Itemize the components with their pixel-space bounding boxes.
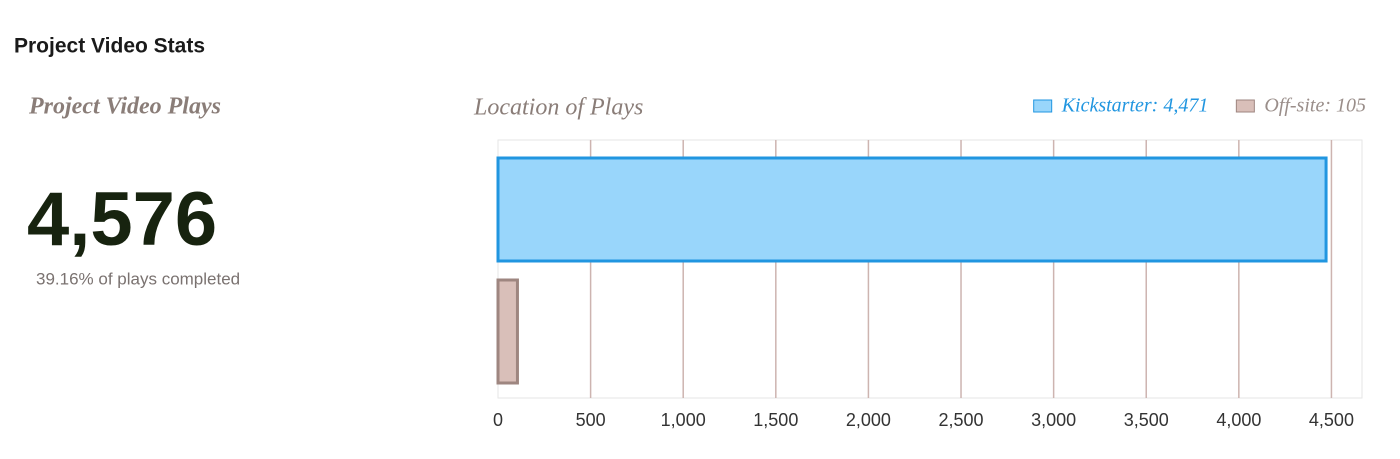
chart-title: Location of Plays <box>473 95 643 121</box>
x-tick-label: 3,500 <box>1124 410 1169 430</box>
x-tick-label: 3,000 <box>1031 410 1076 430</box>
bar <box>496 278 519 385</box>
legend-swatch <box>1235 99 1255 113</box>
summary-title: Project Video Plays <box>28 94 221 120</box>
x-tick-label: 1,500 <box>753 410 798 430</box>
plot-frame <box>497 139 1363 399</box>
x-tick-label: 4,000 <box>1216 410 1261 430</box>
x-tick-label: 2,500 <box>938 410 983 430</box>
bar <box>496 156 1328 263</box>
x-tick-label: 1,000 <box>661 410 706 430</box>
legend-label: Kickstarter: 4,471 <box>1061 95 1209 117</box>
completion-note: 39.16% of plays completed <box>36 269 240 288</box>
legend-swatch <box>1033 99 1053 113</box>
x-tick-label: 500 <box>576 410 606 430</box>
legend-label: Off-site: 105 <box>1264 95 1366 117</box>
x-tick-label: 4,500 <box>1309 410 1354 430</box>
section-title: Project Video Stats <box>14 35 205 58</box>
total-plays: 4,576 <box>27 177 217 262</box>
x-tick-label: 0 <box>493 410 503 430</box>
x-tick-label: 2,000 <box>846 410 891 430</box>
